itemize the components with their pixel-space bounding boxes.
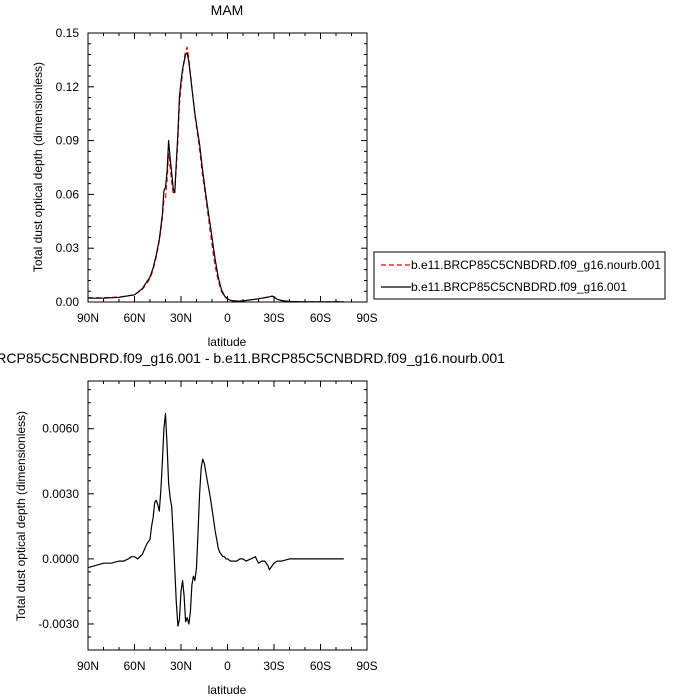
- bottom-x-tick-label: 30S: [263, 659, 284, 673]
- top-x-tick-label: 90N: [77, 311, 99, 325]
- top-y-tick-label: 0.09: [56, 134, 80, 148]
- top-y-axis-label: Total dust optical depth (dimensionless): [31, 62, 45, 272]
- top-y-tick-label: 0.03: [56, 241, 80, 255]
- bottom-y-tick-label: 0.0060: [42, 422, 79, 436]
- legend-label-nourb: b.e11.BRCP85C5CNBDRD.f09_g16.nourb.001: [411, 258, 661, 272]
- bottom-y-tick-label: 0.0000: [42, 552, 79, 566]
- bottom-x-axis-label: latitude: [208, 683, 247, 697]
- top-x-tick-label: 60S: [310, 311, 331, 325]
- legend-label-base: b.e11.BRCP85C5CNBDRD.f09_g16.001: [411, 280, 627, 294]
- top-x-tick-label: 30S: [263, 311, 284, 325]
- bottom-series-line-0: [87, 412, 344, 627]
- top-series-line-1: [87, 52, 344, 303]
- legend-box: [373, 251, 666, 300]
- top-x-tick-label: 90S: [356, 311, 377, 325]
- bottom-x-tick-label: 0: [224, 659, 231, 673]
- bottom-x-tick-label: 60N: [123, 659, 145, 673]
- top-plot-area: 90N 60N 30N 0 30S 60S 90S 0.00 0.03 0.06 0.09 0.12 0…: [56, 26, 378, 325]
- top-y-tick-label: 0.15: [56, 26, 80, 40]
- top-panel: MAM 90N 60N 30N 0 30S 60S 90S 0.00 0.03 0.06 0.09 0…: [31, 2, 666, 349]
- top-y-tick-label: 0.06: [56, 187, 80, 201]
- top-y-tick-label: 0.12: [56, 80, 80, 94]
- bottom-x-tick-label: 30N: [170, 659, 192, 673]
- top-plot-frame: [87, 32, 368, 303]
- top-x-tick-label: 60N: [123, 311, 145, 325]
- top-x-axis-label: latitude: [208, 335, 247, 349]
- top-x-tick-label: 30N: [170, 311, 192, 325]
- legend: b.e11.BRCP85C5CNBDRD.f09_g16.nourb.001 b…: [373, 251, 666, 300]
- bottom-x-tick-label: 90N: [77, 659, 99, 673]
- bottom-y-tick-label: 0.0030: [42, 487, 79, 501]
- bottom-panel: b.e11.BRCP85C5CNBDRD.f09_g16.001 - b.e11…: [0, 350, 505, 697]
- top-chart-title: MAM: [211, 2, 244, 18]
- bottom-plot-area: 90N 60N 30N 0 30S 60S 90S -0.0030 0.0000 0.0030 0.…: [38, 380, 378, 673]
- bottom-plot-frame: [87, 380, 368, 651]
- bottom-x-tick-label: 90S: [356, 659, 377, 673]
- top-y-tick-label: 0.00: [56, 295, 80, 309]
- bottom-x-tick-label: 60S: [310, 659, 331, 673]
- top-x-tick-label: 0: [224, 311, 231, 325]
- bottom-y-axis-label: Total dust optical depth (dimensionless): [14, 411, 28, 621]
- bottom-chart-title: b.e11.BRCP85C5CNBDRD.f09_g16.001 - b.e11…: [0, 350, 505, 366]
- bottom-y-tick-label: -0.0030: [38, 617, 79, 631]
